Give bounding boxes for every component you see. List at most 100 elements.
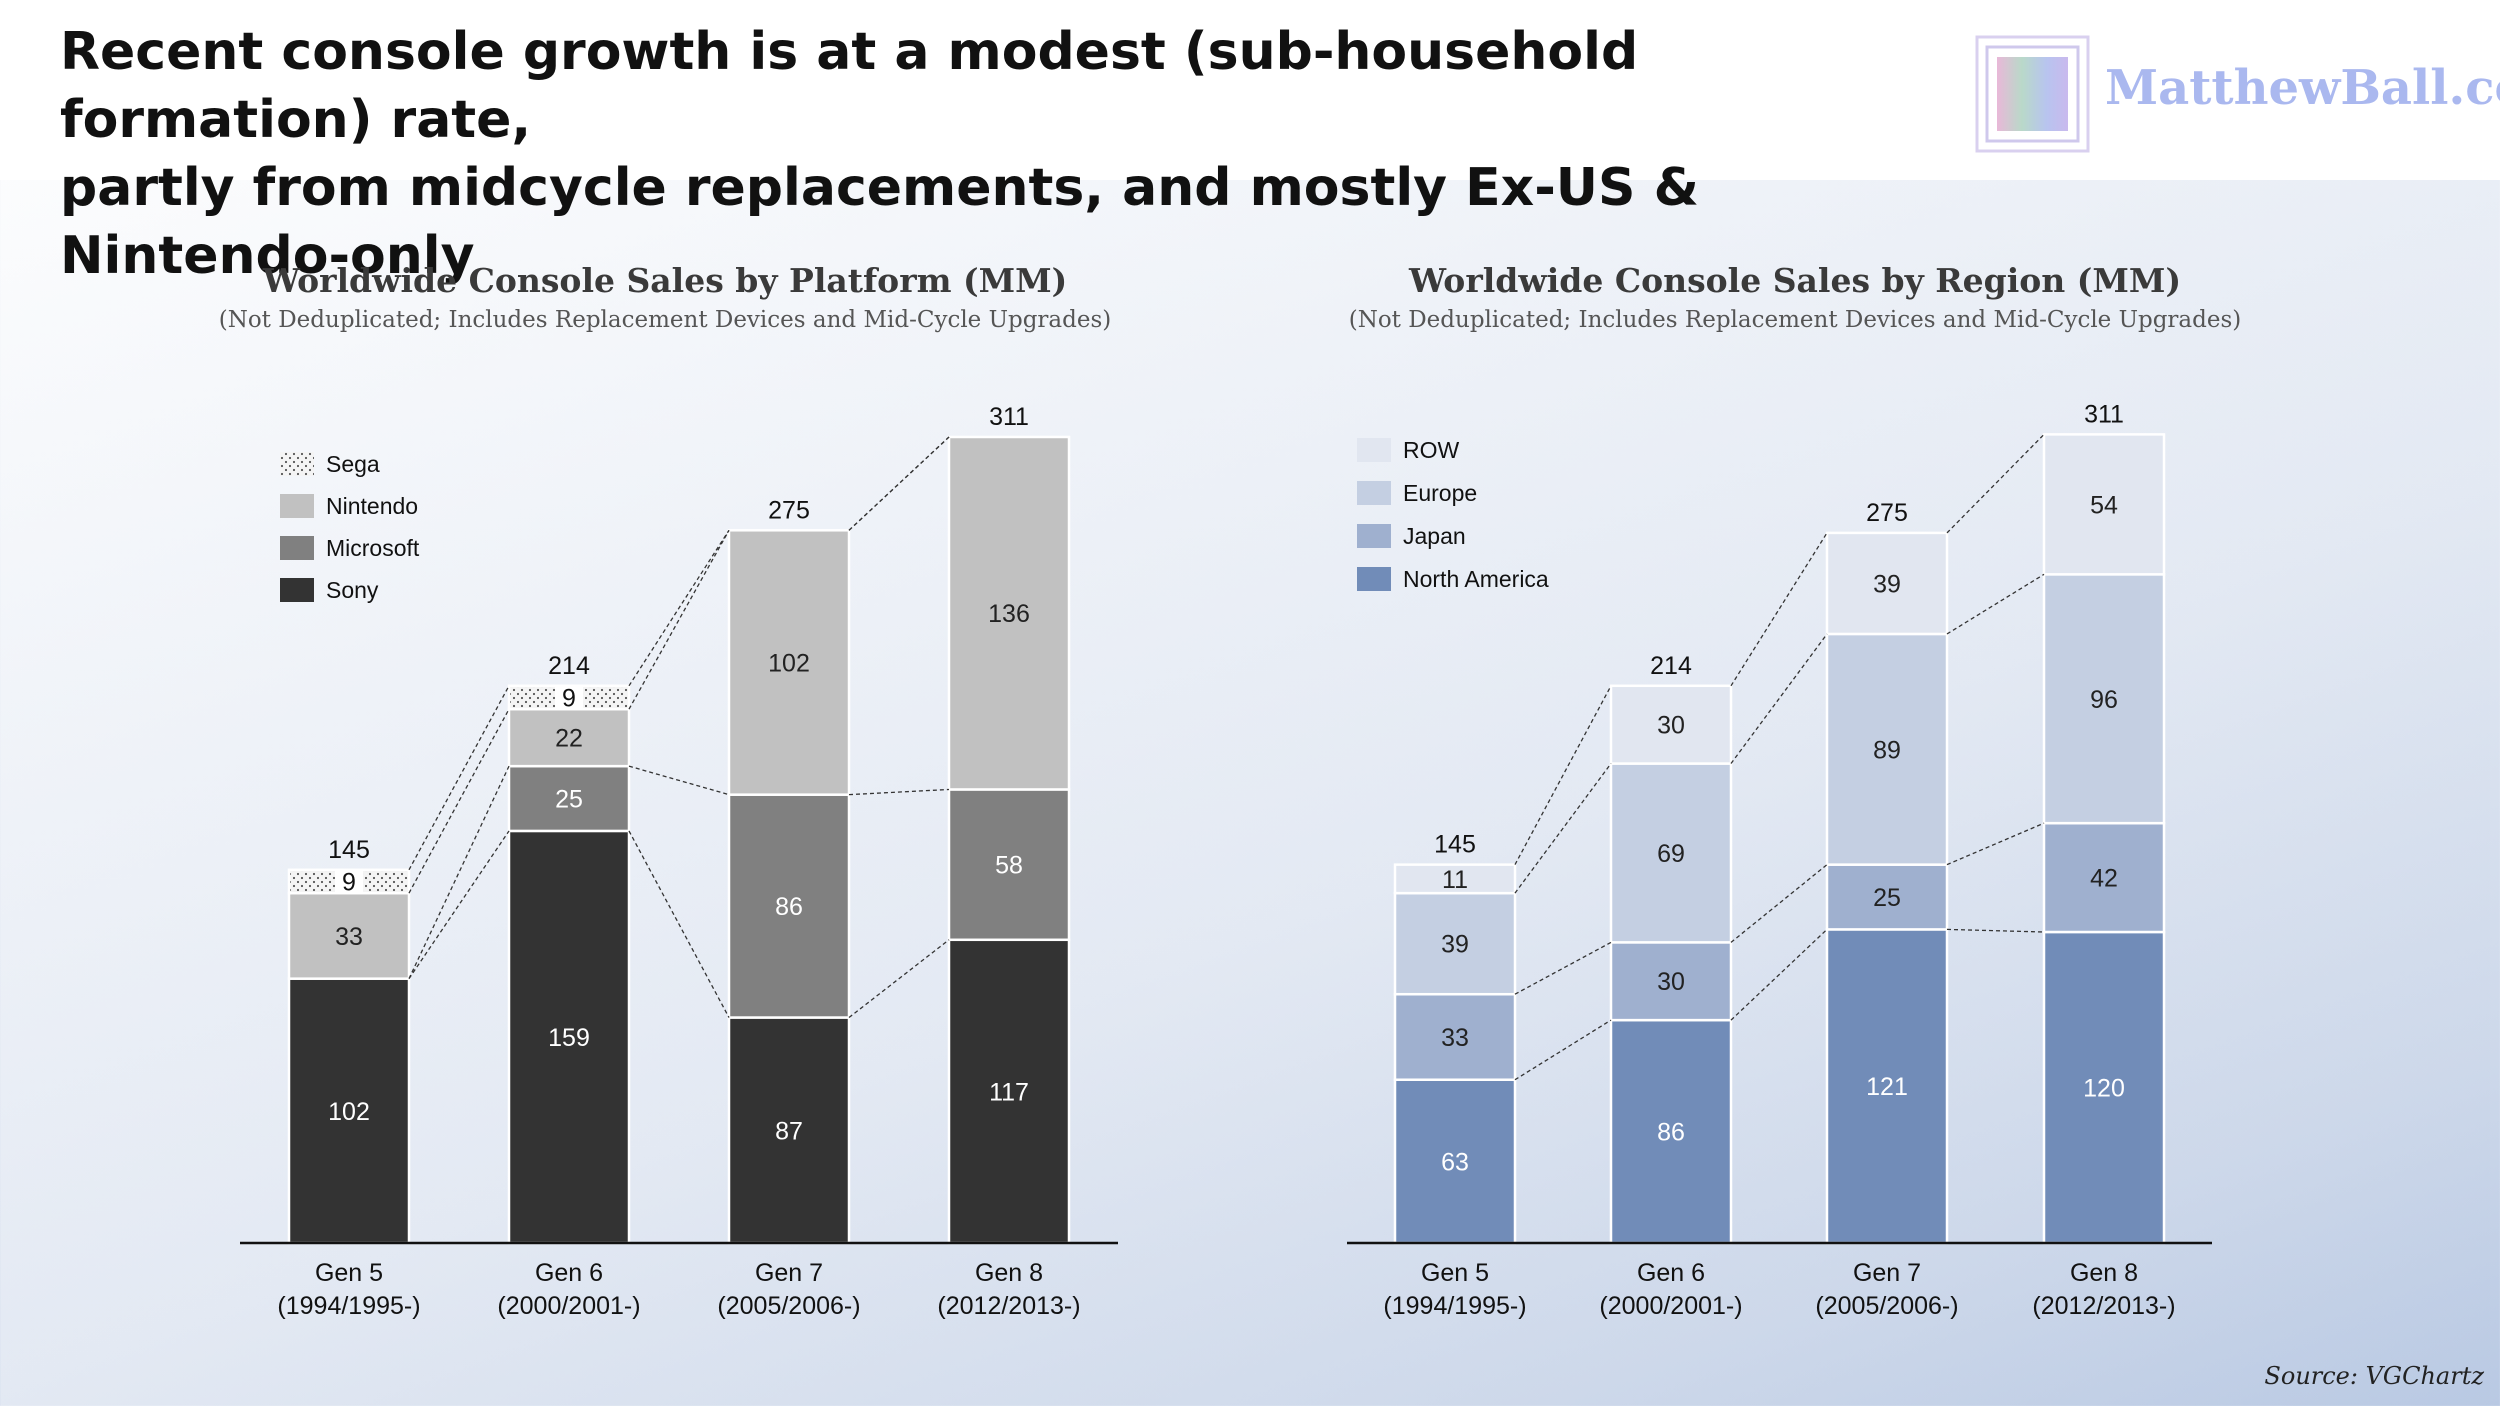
connector-line — [408, 830, 510, 980]
data-label: 89 — [1873, 736, 1901, 764]
connector-line — [1946, 822, 2045, 866]
connector-line — [1946, 573, 2045, 635]
bar-europe-2 — [1609, 762, 1733, 944]
legend-swatch — [280, 452, 314, 476]
data-label: 69 — [1657, 840, 1685, 868]
connector-line — [628, 830, 730, 1018]
connector-line — [1514, 685, 1612, 865]
data-label-bg — [555, 685, 583, 710]
data-label: 159 — [548, 1024, 590, 1052]
data-label: 102 — [768, 649, 810, 677]
legend-label: Japan — [1403, 523, 1466, 549]
data-label: 86 — [775, 893, 803, 921]
x-tick-label: Gen 8 — [2070, 1259, 2138, 1287]
bar-japan-3 — [1825, 863, 1949, 931]
data-label: 87 — [775, 1117, 803, 1145]
total-label: 145 — [328, 836, 370, 864]
data-label: 30 — [1657, 712, 1685, 740]
headline-line-2: partly from midcycle replacements, and m… — [60, 158, 1699, 286]
chart-subtitle: (Not Deduplicated; Includes Replacement … — [219, 307, 1112, 333]
bar-row-2 — [1609, 684, 1733, 765]
connector-line — [1514, 763, 1612, 894]
connector-line — [408, 765, 510, 979]
connector-line — [628, 765, 730, 796]
connector-line — [848, 436, 950, 531]
chart-title: Worldwide Console Sales by Platform (MM) — [262, 261, 1068, 300]
legend-swatch — [1357, 524, 1391, 548]
bar-nintendo-1 — [287, 891, 411, 980]
legend-label: North America — [1403, 566, 1549, 592]
connector-line — [408, 685, 510, 871]
bar-nintendo-4 — [947, 435, 1071, 791]
legend-swatch — [1357, 567, 1391, 591]
total-label: 275 — [768, 496, 810, 524]
x-tick-label: Gen 6 — [1637, 1259, 1705, 1287]
connector-line — [1730, 532, 1828, 687]
bar-microsoft-3 — [727, 793, 851, 1019]
legend-swatch — [280, 536, 314, 560]
legend-label: Sega — [326, 451, 380, 477]
bar-europe-4 — [2042, 573, 2166, 825]
source-note: Source: VGChartz — [2264, 1362, 2484, 1390]
data-label: 42 — [2090, 865, 2118, 893]
x-tick-label: Gen 7 — [1853, 1259, 1921, 1287]
data-label: 117 — [989, 1078, 1029, 1106]
data-label: 39 — [1873, 570, 1901, 598]
bar-sony-2 — [507, 829, 631, 1245]
connector-line — [1946, 433, 2045, 534]
legend: Sega Nintendo Microsoft Sony — [280, 451, 420, 603]
connector-line — [1730, 928, 1828, 1021]
x-tick-label: Gen 8 — [975, 1259, 1043, 1287]
data-label: 121 — [1866, 1073, 1908, 1101]
data-label: 9 — [562, 684, 576, 712]
data-label: 25 — [555, 786, 583, 814]
bar-europe-1 — [1393, 891, 1517, 996]
x-tick-sublabel: (2005/2006-) — [1815, 1292, 1958, 1320]
total-label: 311 — [989, 403, 1029, 431]
legend-swatch — [1357, 438, 1391, 462]
total-label: 311 — [2084, 400, 2124, 428]
bar-north-america-3 — [1825, 928, 1949, 1245]
brand-name: MatthewBall.co — [2105, 60, 2500, 116]
bar-north-america-2 — [1609, 1018, 1733, 1245]
data-label: 33 — [335, 923, 363, 951]
total-label: 214 — [548, 652, 590, 680]
header: Recent console growth is at a modest (su… — [0, 0, 2500, 286]
legend-label: Sony — [326, 577, 379, 603]
x-tick-sublabel: (2012/2013-) — [2032, 1292, 2175, 1320]
chart-subtitle: (Not Deduplicated; Includes Replacement … — [1349, 307, 2242, 333]
data-label: 58 — [995, 852, 1023, 880]
x-tick-label: Gen 5 — [1421, 1259, 1489, 1287]
chart-1: Worldwide Console Sales by Platform (MM)… — [219, 261, 1118, 1320]
total-label: 214 — [1650, 652, 1692, 680]
x-tick-label: Gen 7 — [755, 1259, 823, 1287]
bar-north-america-4 — [2042, 930, 2166, 1245]
data-label: 30 — [1657, 968, 1685, 996]
data-label: 39 — [1441, 931, 1469, 959]
x-tick-sublabel: (2005/2006-) — [717, 1292, 860, 1320]
total-label: 145 — [1434, 831, 1476, 859]
legend: ROW Europe Japan North America — [1357, 437, 1549, 592]
data-label: 33 — [1441, 1024, 1469, 1052]
legend-label: Europe — [1403, 480, 1477, 506]
bar-row-3 — [1825, 531, 1949, 636]
connector-line — [1514, 941, 1612, 995]
bar-microsoft-4 — [947, 788, 1071, 942]
chart-title: Worldwide Console Sales by Region (MM) — [1408, 261, 2181, 300]
legend-label: Nintendo — [326, 493, 418, 519]
data-label: 86 — [1657, 1119, 1685, 1147]
connector-line — [1946, 928, 2045, 933]
bar-japan-2 — [1609, 941, 1733, 1022]
data-label: 11 — [1442, 866, 1468, 894]
legend-label: Microsoft — [326, 535, 420, 561]
x-tick-label: Gen 6 — [535, 1259, 603, 1287]
connector-line — [628, 529, 730, 710]
data-label-bg — [335, 869, 363, 894]
bar-nintendo-2 — [507, 707, 631, 768]
connector-line — [1514, 1019, 1612, 1081]
x-tick-sublabel: (2000/2001-) — [1599, 1292, 1742, 1320]
connector-line — [628, 529, 730, 687]
connector-line — [1730, 633, 1828, 764]
bar-japan-1 — [1393, 992, 1517, 1081]
